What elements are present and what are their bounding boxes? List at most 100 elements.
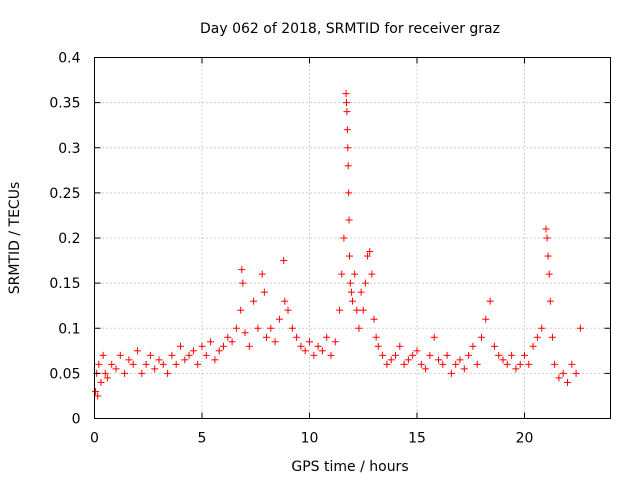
data-point [336,306,344,314]
y-tick-label: 0 [72,412,81,428]
data-point [372,333,380,341]
x-tick-label: 20 [516,431,534,447]
data-point [232,324,240,332]
data-point [525,360,533,368]
data-point [331,338,339,346]
data-point [238,266,246,274]
data-point [103,374,111,382]
data-point [387,356,395,364]
data-point [546,297,554,305]
data-point [258,270,266,278]
data-point [116,351,124,359]
data-point [281,297,289,305]
data-point [318,347,326,355]
data-point [564,378,571,386]
data-point [503,360,511,368]
data-point [92,387,100,395]
data-point [237,306,245,314]
data-point [254,324,262,332]
y-tick-label: 0.35 [49,96,80,112]
data-point [121,369,129,377]
data-point [288,324,296,332]
data-point [239,279,247,287]
data-point [439,360,447,368]
data-point [551,360,559,368]
data-point [267,324,275,332]
data-point [555,374,563,382]
data-point [486,297,494,305]
data-point [168,351,176,359]
data-point [202,351,210,359]
data-point [112,365,120,373]
data-point [177,342,184,350]
data-point [452,360,460,368]
data-point [543,234,551,242]
data-point [138,369,146,377]
data-point [413,347,421,355]
data-point [516,360,524,368]
data-point [164,369,172,377]
data-point [572,369,580,377]
tick-labels: 0 5 10 15 20 0 0.05 0.1 0.15 0.2 0.25 0.3 0.35 0.4 [49,51,533,447]
data-point [185,351,193,359]
data-point [228,338,236,346]
data-point [310,351,318,359]
data-point [172,360,180,368]
data-point [568,360,576,368]
data-point [181,356,189,364]
data-point [346,279,354,287]
data-point [417,360,425,368]
data-point [400,360,408,368]
y-tick-label: 0.3 [58,141,80,157]
data-point [125,356,133,364]
data-point [460,365,468,373]
data-point [142,360,150,368]
data-point [280,257,288,265]
data-point [351,270,359,278]
data-point [301,347,309,355]
data-point [542,225,550,233]
data-point [97,378,105,386]
data-point [338,270,346,278]
data-point [559,369,567,377]
data-point [293,333,301,341]
plot-frame [94,57,611,419]
data-point [275,315,283,323]
data-point [347,288,355,296]
data-point [245,342,253,350]
data-point [327,351,335,359]
y-axis-label: SRMTID / TECUs [7,182,23,295]
data-point [576,324,584,332]
data-point [211,356,219,364]
data-point [344,162,352,170]
chart-title: Day 062 of 2018, SRMTID for receiver gra… [200,21,500,37]
data-point [361,279,369,287]
data-point [129,360,137,368]
data-point [159,360,167,368]
data-point [538,324,546,332]
data-point [447,369,455,377]
data-point [345,189,353,197]
data-point [297,342,305,350]
data-point [443,351,451,359]
x-tick-label: 15 [408,431,426,447]
data-point [194,360,202,368]
data-point [241,329,249,337]
data-point [465,351,473,359]
data-point [409,351,417,359]
data-point [220,342,227,350]
data-point [544,252,552,260]
x-tick-label: 0 [90,431,99,447]
x-axis-label: GPS time / hours [291,459,408,475]
data-point [284,306,292,314]
data-point [343,126,351,134]
axis-ticks [94,57,611,419]
data-points [92,90,584,400]
data-point [512,365,520,373]
data-point [353,306,361,314]
data-point [323,333,331,341]
x-tick-label: 5 [198,431,207,447]
data-point [95,360,103,368]
data-point [101,369,109,377]
data-point [426,351,434,359]
